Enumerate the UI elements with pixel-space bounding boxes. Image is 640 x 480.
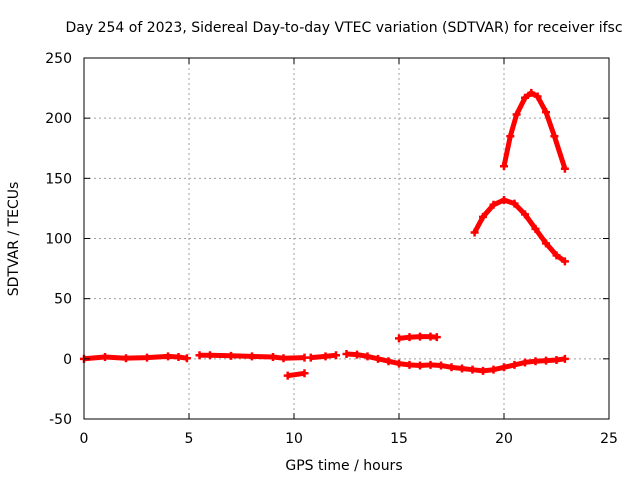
data-point (405, 333, 414, 342)
data-point (174, 353, 183, 362)
data-point (560, 257, 569, 266)
data-point (416, 332, 424, 341)
data-point (521, 358, 529, 367)
data-point (182, 354, 191, 363)
data-point (542, 356, 550, 365)
data-point (395, 359, 403, 368)
data-point (248, 352, 256, 361)
data-point (283, 371, 292, 380)
data-point (426, 360, 435, 369)
data-point (332, 351, 340, 360)
series-seg-8 (501, 90, 568, 170)
y-tick-label: -50 (49, 412, 72, 428)
data-point (384, 357, 393, 366)
y-tick-label: 200 (45, 111, 72, 127)
data-point (122, 354, 130, 363)
data-point (164, 352, 172, 361)
data-point (527, 88, 536, 97)
data-point (512, 110, 521, 119)
data-point (321, 352, 330, 361)
x-tick-label: 10 (285, 431, 303, 447)
data-point (437, 361, 445, 370)
data-point (550, 132, 559, 141)
x-tick-label: 25 (600, 431, 618, 447)
data-series (80, 88, 569, 380)
y-tick-label: 50 (54, 292, 72, 308)
data-point (101, 353, 109, 362)
x-tick-label: 20 (495, 431, 513, 447)
x-axis-label: GPS time / hours (285, 458, 402, 474)
x-tick-label: 0 (80, 431, 89, 447)
data-point (269, 353, 277, 362)
data-point (500, 195, 508, 204)
data-point (479, 212, 487, 221)
data-point (342, 350, 351, 359)
data-point (353, 350, 361, 359)
x-tick-label: 15 (390, 431, 408, 447)
data-point (374, 354, 382, 363)
data-point (416, 361, 424, 370)
x-tick-label: 5 (185, 431, 194, 447)
data-point (306, 353, 315, 362)
data-point (470, 228, 479, 237)
data-point (500, 363, 508, 372)
grid (84, 58, 609, 419)
data-point (521, 93, 529, 102)
data-point (363, 352, 372, 361)
data-point (300, 369, 309, 378)
data-point (405, 360, 414, 369)
data-point (500, 162, 508, 171)
data-point (143, 353, 151, 362)
y-tick-label: 150 (45, 171, 72, 187)
data-point (489, 200, 498, 209)
data-point (506, 132, 515, 141)
chart-title: Day 254 of 2023, Sidereal Day-to-day VTE… (65, 20, 622, 36)
data-point (531, 357, 540, 366)
series-seg-7 (472, 197, 567, 264)
y-tick-label: 250 (45, 51, 72, 67)
axis-ticks: 0 5 10 15 20 25 -50 0 50 100 150 200 250 (45, 51, 618, 447)
data-point (542, 108, 550, 117)
data-point (489, 365, 498, 374)
y-tick-label: 100 (45, 232, 72, 248)
data-point (510, 360, 519, 369)
data-point (510, 199, 519, 208)
y-axis-label: SDTVAR / TECUs (6, 182, 22, 297)
data-point (521, 210, 529, 219)
data-point (552, 251, 561, 260)
data-point (468, 365, 477, 374)
data-point (560, 354, 569, 363)
data-point (458, 364, 466, 373)
data-point (395, 334, 403, 343)
data-point (195, 351, 204, 360)
data-point (227, 351, 235, 360)
data-point (533, 92, 542, 101)
data-point (206, 351, 214, 360)
data-point (552, 356, 561, 365)
data-point (531, 224, 540, 233)
data-point (542, 239, 550, 248)
data-point (447, 363, 456, 372)
data-point (432, 333, 441, 342)
series-seg-5 (346, 351, 566, 374)
data-point (560, 164, 569, 173)
y-tick-label: 0 (63, 352, 72, 368)
data-point (479, 366, 487, 375)
data-point (279, 354, 288, 363)
